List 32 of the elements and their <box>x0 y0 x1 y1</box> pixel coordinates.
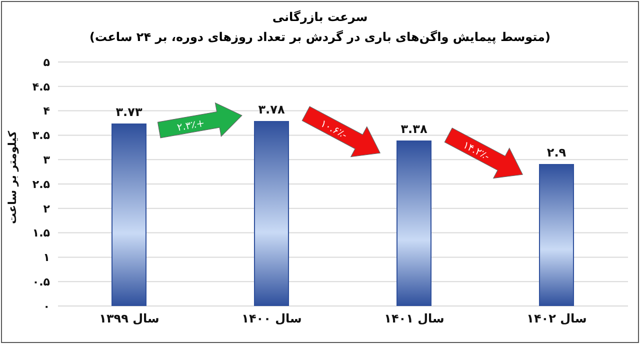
y-tick-label: ۰.۵ <box>32 276 50 289</box>
y-tick-label: ۴.۵ <box>32 80 50 94</box>
bar <box>396 140 432 306</box>
y-tick-label: ۳.۵ <box>32 129 50 142</box>
y-tick-label: ۱ <box>43 251 50 264</box>
y-axis-title: کیلومتر بر ساعت <box>6 130 19 224</box>
y-tick-label: ۳ <box>43 154 50 167</box>
data-label: ۳.۷۸ <box>258 102 286 117</box>
data-label: ۳.۷۳ <box>116 104 143 119</box>
chart-subtitle: (متوسط پیمایش واگن‌های باری در گردش بر تعداد روزهای دوره، بر ۲۴ ساعت) <box>88 30 552 44</box>
x-tick-label: سال ۱۳۹۹ <box>99 312 160 326</box>
y-tick-label: ۰ <box>43 300 50 313</box>
annotation: -۱۰.۶٪ <box>318 118 349 142</box>
x-tick-label: سال ۱۴۰۰ <box>242 312 302 326</box>
y-tick-label: ۱.۵ <box>32 226 50 240</box>
data-label: ۲.۹ <box>546 145 567 160</box>
arrow-icon: -۱۴.۲٪ <box>444 128 524 179</box>
x-tick-label: سال ۱۴۰۲ <box>526 312 587 326</box>
arrow-icon: +۲.۳٪ <box>157 102 242 138</box>
chart-title: سرعت بازرگانی <box>271 10 369 24</box>
arrow-icon: -۱۰.۶٪ <box>302 106 381 158</box>
y-tick-label: ۲.۵ <box>32 178 50 191</box>
annotation: -۱۴.۲٪ <box>460 140 492 164</box>
y-tick-label: ۴ <box>43 104 50 118</box>
data-label: ۳.۳۸ <box>400 122 428 136</box>
y-tick-label: ۲ <box>43 202 50 216</box>
x-tick-label: سال ۱۴۰۱ <box>384 312 444 326</box>
annotation: +۲.۳٪ <box>176 118 206 134</box>
bar <box>254 121 289 306</box>
bar <box>539 164 574 306</box>
y-tick-label: ۵ <box>43 56 50 69</box>
bar <box>112 123 146 306</box>
